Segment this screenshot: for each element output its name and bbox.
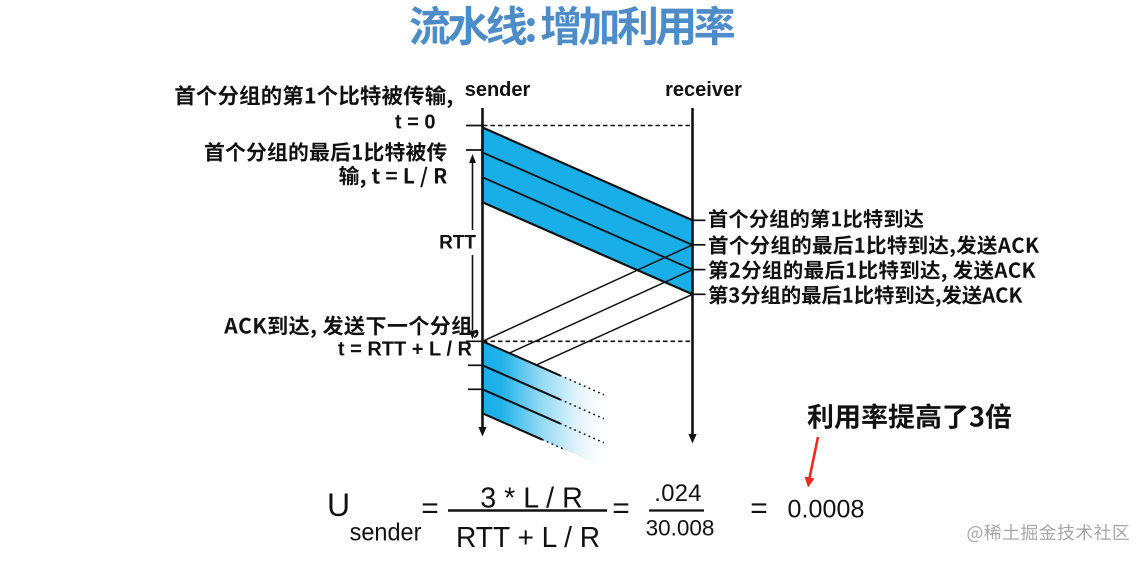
svg-text:sender: sender xyxy=(465,79,531,101)
svg-text:RTT + L / R: RTT + L / R xyxy=(456,522,600,554)
svg-text:30.008: 30.008 xyxy=(646,516,715,541)
svg-text:sender: sender xyxy=(350,519,422,547)
svg-text:=: = xyxy=(750,492,768,525)
svg-text:3 * L / R: 3 * L / R xyxy=(480,482,583,514)
svg-text:receiver: receiver xyxy=(665,79,742,101)
svg-text:.024: .024 xyxy=(654,480,701,507)
svg-text:U: U xyxy=(327,487,350,523)
svg-text:=: = xyxy=(612,492,630,525)
svg-text:t = RTT + L / R: t = RTT + L / R xyxy=(338,339,473,361)
svg-text:=: = xyxy=(421,492,439,525)
svg-text:RTT: RTT xyxy=(439,233,476,254)
svg-text:0.0008: 0.0008 xyxy=(787,496,864,524)
svg-text:t = 0: t = 0 xyxy=(395,112,436,134)
